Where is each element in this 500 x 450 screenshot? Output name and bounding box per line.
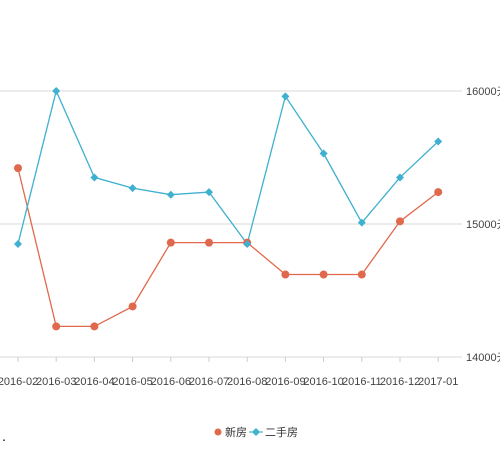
series-0-point [357, 270, 366, 279]
series-1-point [205, 188, 213, 197]
series-1-point [434, 137, 443, 146]
x-tick-label: 2017-01 [418, 376, 458, 388]
series-1-point [90, 173, 99, 182]
series-0-point [434, 188, 443, 197]
x-tick-label: 2016-02 [0, 376, 38, 388]
series-1-point [243, 239, 252, 248]
x-tick-label: 2016-07 [189, 376, 229, 388]
x-tick-label: 2016-09 [265, 376, 305, 388]
x-tick-label: 2016-10 [303, 376, 343, 388]
series-0-point [166, 238, 175, 247]
x-tick-label: 2016-05 [112, 376, 152, 388]
legend-marker-new-homes [214, 428, 222, 436]
series-1-point [281, 92, 290, 101]
y-tick-label: 14000元 [466, 352, 500, 364]
series-0-point [14, 164, 22, 173]
series-0-point [128, 302, 137, 311]
series-lines [17, 89, 439, 328]
series-line-1 [17, 89, 439, 246]
legend: 新房 二手房 [214, 425, 298, 439]
series-line-0 [17, 167, 439, 328]
series-markers [14, 87, 443, 331]
series-0-point [205, 238, 213, 247]
y-axis-tick-labels: 14000元 15000元 16000元 [466, 86, 500, 364]
stray-dot-mark: . [2, 428, 6, 444]
series-1-point [396, 173, 404, 182]
x-tick-label: 2016-04 [74, 376, 114, 388]
series-0-point [281, 270, 290, 279]
x-tick-label: 2016-08 [227, 376, 267, 388]
series-0-point [52, 322, 61, 331]
series-1-point [52, 87, 61, 95]
series-1-point [14, 239, 22, 248]
y-tick-label: 15000元 [466, 219, 500, 231]
series-0-point [396, 217, 404, 226]
y-tick-label: 16000元 [466, 86, 500, 98]
series-0-point [90, 322, 99, 331]
legend-marker-resale-homes [249, 428, 263, 436]
x-tick-label: 2016-03 [36, 376, 76, 388]
series-1-point [166, 190, 175, 199]
x-tick-label: 2016-11 [342, 376, 382, 388]
legend-label-new-homes: 新房 [225, 425, 247, 439]
legend-label-resale-homes: 二手房 [265, 425, 298, 439]
series-1-point [128, 184, 137, 193]
series-1-point [357, 218, 366, 227]
x-axis-tick-labels: 2016-022016-032016-042016-052016-062016-… [0, 376, 458, 388]
series-1-point [319, 149, 328, 158]
x-tick-label: 2016-12 [380, 376, 420, 388]
grid-lines [0, 90, 462, 362]
series-0-point [319, 270, 328, 279]
x-tick-label: 2016-06 [151, 376, 191, 388]
